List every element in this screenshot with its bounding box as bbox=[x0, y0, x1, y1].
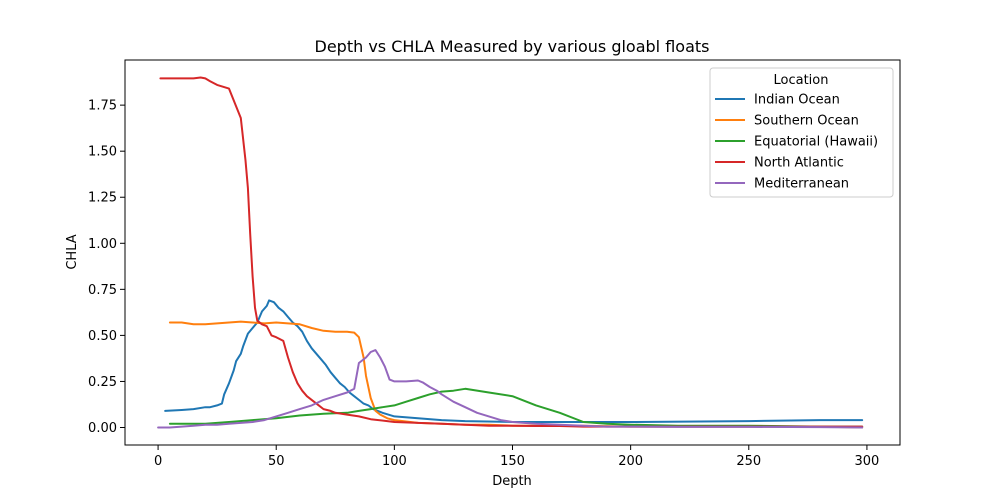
y-axis-label: CHLA bbox=[65, 234, 80, 269]
legend-label: Equatorial (Hawaii) bbox=[754, 135, 878, 150]
legend-label: Indian Ocean bbox=[754, 93, 840, 108]
series-line-mediterranean bbox=[157, 349, 864, 429]
legend: Location Indian Ocean Southern Ocean Equat… bbox=[709, 67, 894, 198]
y-tick-label: 1.00 bbox=[88, 237, 117, 252]
y-tick-label: 0.00 bbox=[88, 421, 117, 436]
legend-label: North Atlantic bbox=[754, 156, 844, 171]
x-tick-label: 250 bbox=[736, 454, 761, 469]
x-tick-label: 150 bbox=[500, 454, 525, 469]
legend-entries: Indian Ocean Southern Ocean Equatorial (Ha… bbox=[715, 93, 878, 192]
y-tick-label: 1.50 bbox=[88, 145, 117, 160]
x-axis-label: Depth bbox=[492, 474, 532, 489]
series-line-southern-ocean bbox=[168, 320, 864, 429]
x-tick-label: 0 bbox=[154, 454, 162, 469]
legend-title: Location bbox=[774, 73, 829, 88]
y-tick-label: 0.25 bbox=[88, 375, 117, 390]
chart-title: Depth vs CHLA Measured by various gloabl… bbox=[315, 37, 710, 56]
y-tick-label: 1.75 bbox=[88, 99, 117, 114]
y-tick-label: 1.25 bbox=[88, 191, 117, 206]
legend-box bbox=[709, 67, 894, 198]
x-tick-label: 100 bbox=[382, 454, 407, 469]
y-tick-label: 0.50 bbox=[88, 329, 117, 344]
plot-lines bbox=[157, 76, 864, 429]
legend-label: Mediterranean bbox=[754, 177, 849, 192]
y-tick-label: 0.75 bbox=[88, 283, 117, 298]
x-tick-label: 300 bbox=[855, 454, 880, 469]
y-axis: 0.00 0.25 0.50 0.75 1.00 1.25 1.50 1.75 bbox=[88, 99, 125, 436]
legend-label: Southern Ocean bbox=[754, 114, 859, 129]
x-tick-label: 200 bbox=[618, 454, 643, 469]
x-tick-label: 50 bbox=[268, 454, 285, 469]
series-line-indian-ocean bbox=[164, 299, 864, 423]
series-line-north-atlantic bbox=[159, 76, 864, 428]
x-axis: 0 50 100 150 200 250 300 bbox=[154, 445, 879, 469]
